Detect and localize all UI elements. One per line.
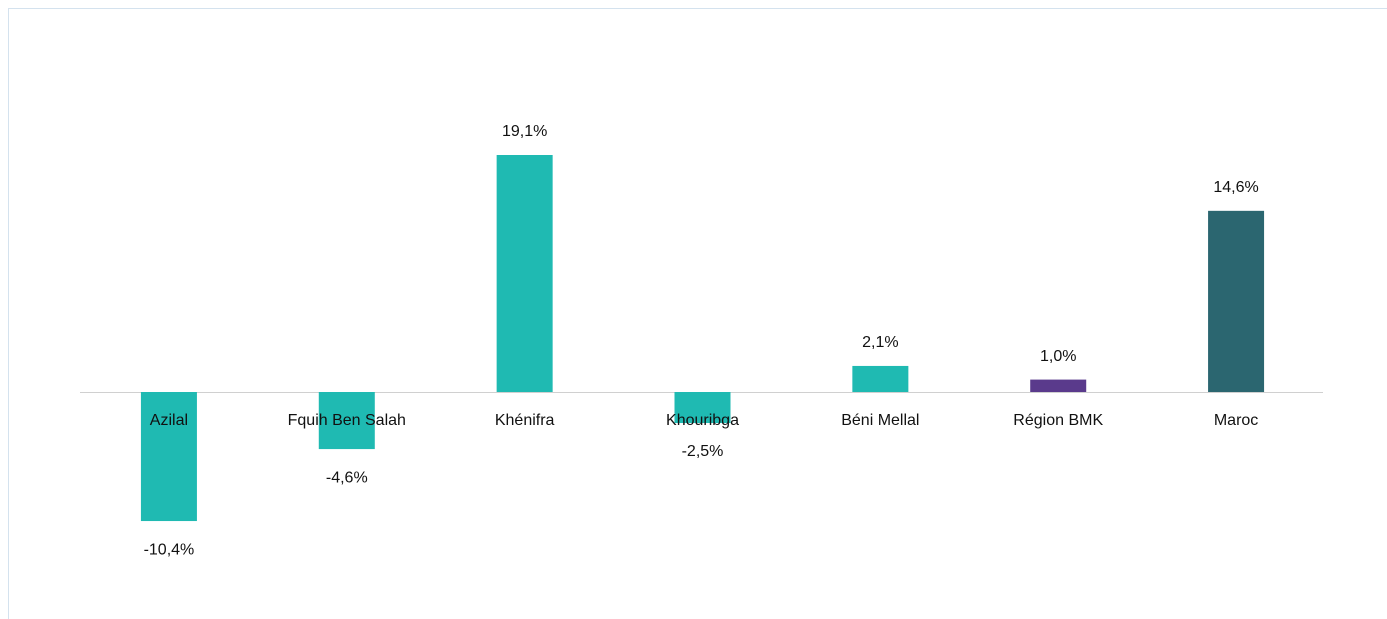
x-tick-label: Fquih Ben Salah xyxy=(288,412,406,429)
bar xyxy=(1030,379,1087,392)
bar xyxy=(674,392,731,424)
data-label: 1,0% xyxy=(1040,348,1076,365)
x-tick-label: Région BMK xyxy=(1013,412,1103,429)
bar xyxy=(318,392,375,450)
bar xyxy=(496,155,553,392)
bar xyxy=(852,365,909,392)
data-label: -4,6% xyxy=(326,469,368,486)
x-tick-label: Khouribga xyxy=(666,412,739,429)
x-tick-label: Azilal xyxy=(150,412,188,429)
x-tick-label: Maroc xyxy=(1214,412,1258,429)
data-label: 19,1% xyxy=(502,123,547,140)
data-label: 14,6% xyxy=(1213,179,1258,196)
bar xyxy=(1208,210,1265,392)
x-tick-label: Béni Mellal xyxy=(841,412,919,429)
data-label: -10,4% xyxy=(144,541,195,558)
data-label: -2,5% xyxy=(682,443,724,460)
bar xyxy=(140,392,197,522)
x-tick-label: Khénifra xyxy=(495,412,555,429)
frame xyxy=(8,8,1387,619)
data-label: 2,1% xyxy=(862,334,898,351)
